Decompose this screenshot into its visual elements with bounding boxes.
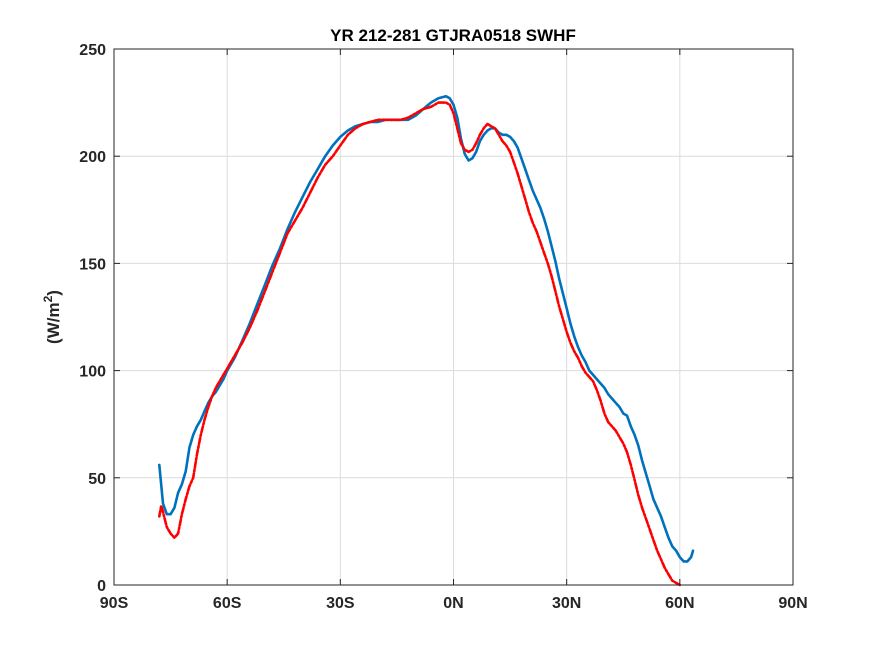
y-axis-label-end: ) xyxy=(44,290,63,296)
y-axis-label-superscript: 2 xyxy=(41,295,55,302)
ticks xyxy=(113,48,794,586)
y-tick-labels: 0 50 100 150 200 250 xyxy=(79,42,106,595)
y-axis-label-base: (W/m xyxy=(44,302,63,344)
x-tick-label: 90S xyxy=(100,595,129,612)
y-tick-label: 0 xyxy=(97,578,106,595)
x-tick-label: 0N xyxy=(443,595,463,612)
x-tick-labels: 90S 60S 30S 0N 30N 60N 90N xyxy=(100,595,808,612)
x-tick-label: 90N xyxy=(778,595,807,612)
y-tick-label: 250 xyxy=(79,42,106,59)
x-tick-label: 60S xyxy=(213,595,242,612)
y-tick-label: 200 xyxy=(79,149,106,166)
grid xyxy=(114,49,793,585)
chart-title: YR 212-281 GTJRA0518 SWHF xyxy=(330,26,576,45)
y-tick-label: 150 xyxy=(79,256,106,273)
y-tick-label: 50 xyxy=(88,471,106,488)
series-layer xyxy=(158,94,695,587)
x-tick-label: 30N xyxy=(552,595,581,612)
x-tick-label: 60N xyxy=(665,595,694,612)
y-axis-label: (W/m2) xyxy=(41,290,63,344)
series-line-2 xyxy=(158,101,682,587)
x-tick-label: 30S xyxy=(326,595,355,612)
y-tick-label: 100 xyxy=(79,364,106,381)
